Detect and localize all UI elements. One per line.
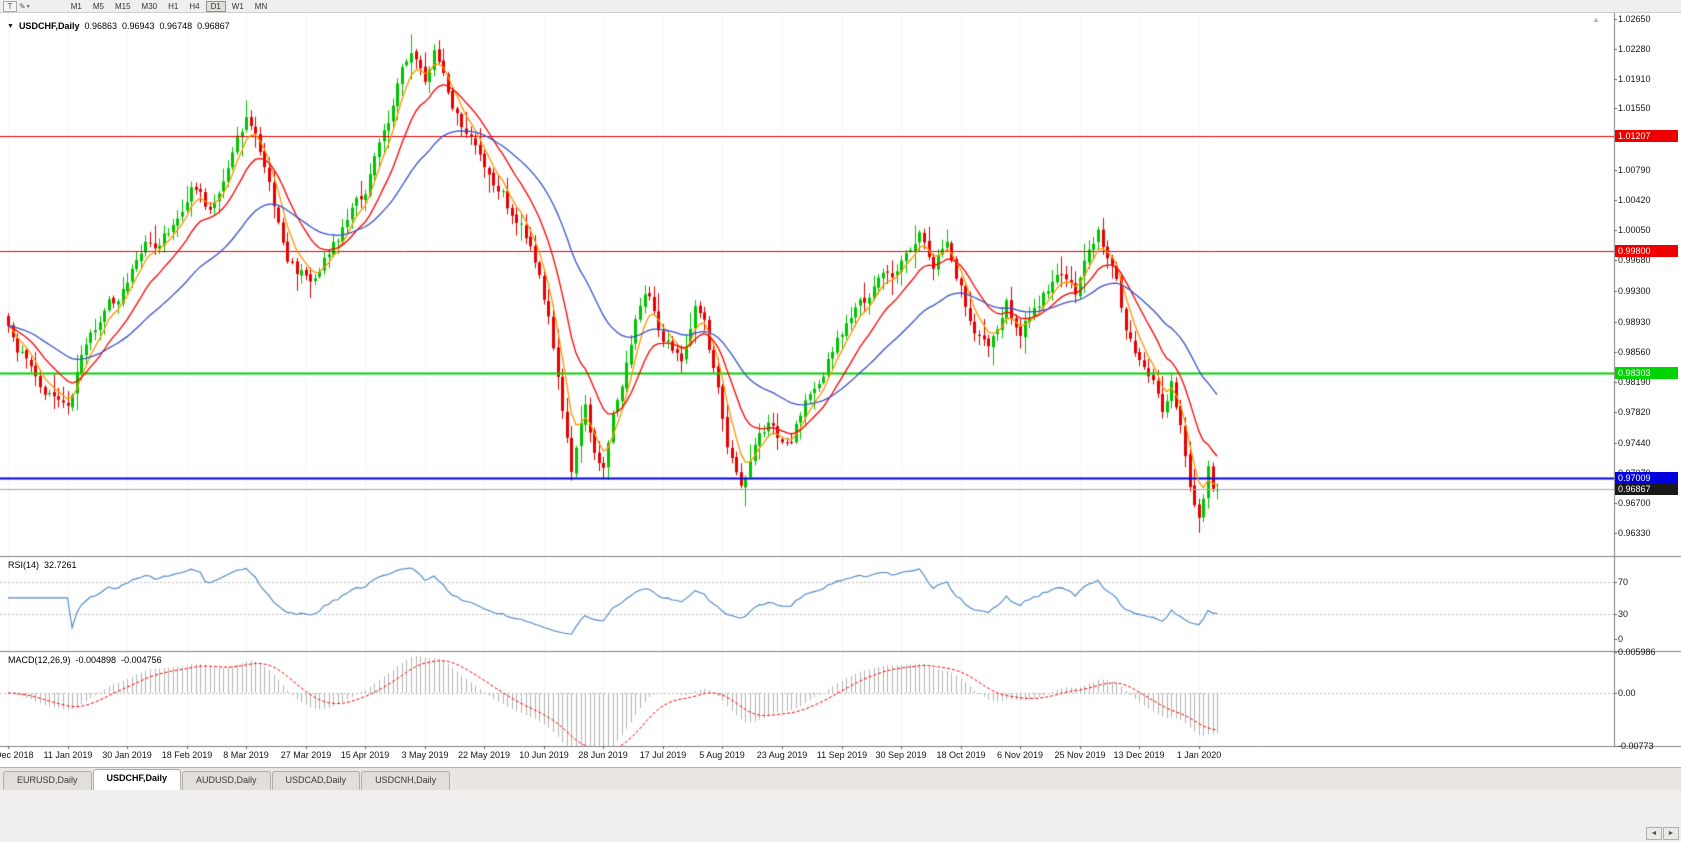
chart-shift-marker-icon: ▲ [1592,15,1600,24]
chart-window: ▼ USDCHF,Daily 0.96863 0.96943 0.96748 0… [0,13,1681,767]
chart-tab-usdcad[interactable]: USDCAD,Daily [271,771,361,790]
tab-scrollbar: ◄ ► [1646,827,1679,840]
ohlc-close: 0.96867 [197,21,230,31]
objects-tool-icon[interactable]: ✎ ▾ [19,1,30,11]
chart-tab-usdchf[interactable]: USDCHF,Daily [92,769,182,790]
macd-main-value: -0.004898 [75,655,117,665]
tab-scroll-right-button[interactable]: ► [1663,827,1679,840]
ohlc-low: 0.96748 [159,21,193,31]
ohlc-high: 0.96943 [122,21,155,31]
timeframe-d1-button[interactable]: D1 [205,0,226,12]
rsi-indicator-value: 32.7261 [44,560,77,570]
macd-indicator-label: MACD(12,26,9) -0.004898 -0.004756 [8,655,162,665]
chart-title: ▼ USDCHF,Daily 0.96863 0.96943 0.96748 0… [7,21,230,31]
timeframe-mn-button[interactable]: MN [254,1,268,11]
timeframe-h4-button[interactable]: H4 [189,1,200,11]
chart-tab-audusd[interactable]: AUDUSD,Daily [182,771,271,790]
timeframe-w1-button[interactable]: W1 [231,1,244,11]
price-chart-canvas[interactable] [0,13,1681,767]
macd-indicator-name: MACD(12,26,9) [8,655,71,665]
timeframe-m1-button[interactable]: M1 [70,1,82,11]
ohlc-open: 0.96863 [84,21,117,31]
timeframe-m5-button[interactable]: M5 [92,1,104,11]
bottom-strip: ◄ ► [0,790,1681,842]
timeframe-m30-button[interactable]: M30 [141,1,158,11]
chart-symbol-period: USDCHF,Daily [18,21,80,31]
chart-tab-eurusd[interactable]: EURUSD,Daily [3,771,92,790]
timeframe-h1-button[interactable]: H1 [168,1,179,11]
timeframe-m15-button[interactable]: M15 [114,1,131,11]
chart-tabs-bar: EURUSD,Daily USDCHF,Daily AUDUSD,Daily USDC… [0,767,1681,790]
rsi-indicator-name: RSI(14) [8,560,40,570]
chart-tab-usdcnh[interactable]: USDCNH,Daily [361,771,451,790]
macd-signal-value: -0.004756 [121,655,162,665]
tab-scroll-left-button[interactable]: ◄ [1646,827,1662,840]
templates-tool-icon[interactable]: T [3,0,17,12]
rsi-indicator-label: RSI(14) 32.7261 [8,560,77,570]
timeframes-toolbar: T ✎ ▾ M1 M5 M15 M30 H1 H4 D1 W1 MN [0,0,1681,13]
collapse-arrow-icon[interactable]: ▼ [7,22,14,30]
